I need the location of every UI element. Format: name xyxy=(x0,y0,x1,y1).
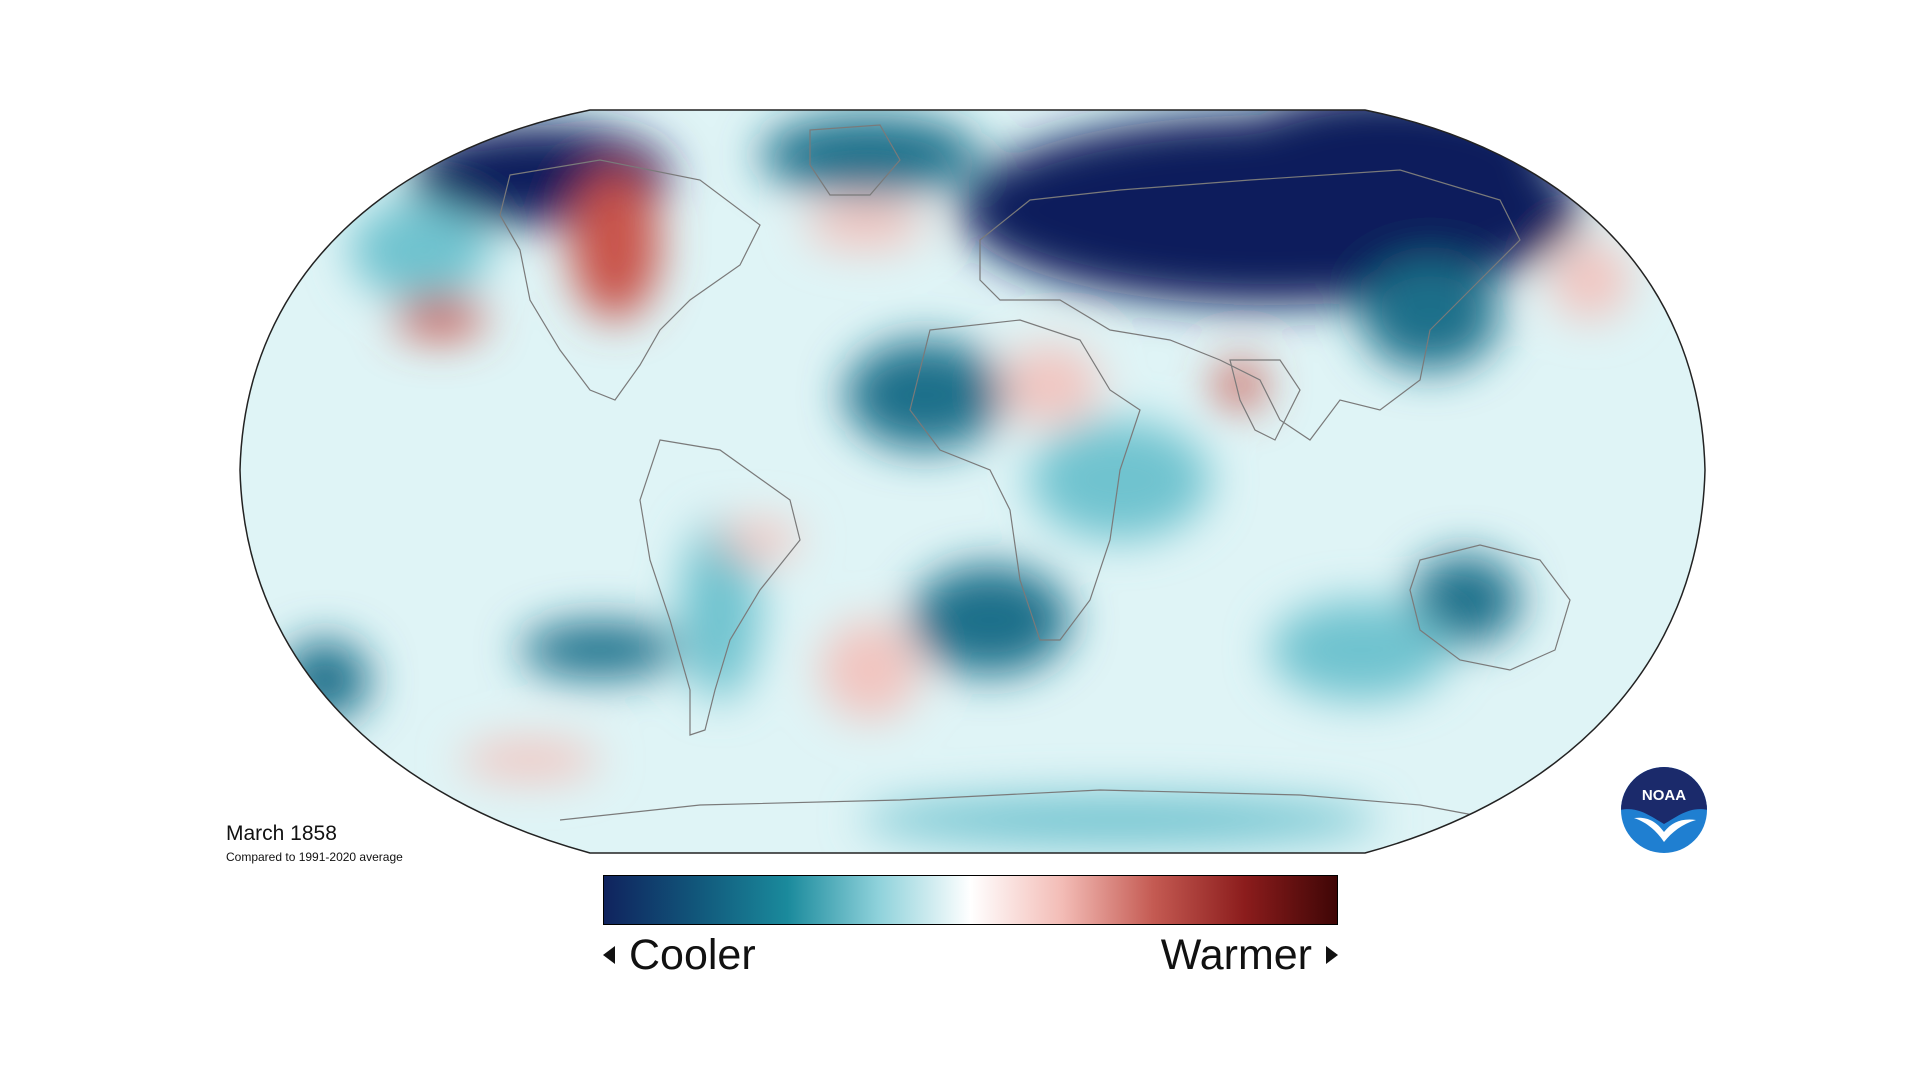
baseline-label: Compared to 1991-2020 average xyxy=(226,850,403,864)
warm-anomaly-north-pacific xyxy=(395,298,485,338)
warm-anomaly-southern-ocean xyxy=(460,740,600,780)
cold-anomaly-north-pacific xyxy=(350,200,490,300)
cold-anomaly-indian-ocean xyxy=(1270,600,1450,700)
logo-top-half xyxy=(1621,767,1707,824)
warm-anomaly-canada xyxy=(570,170,660,320)
anomaly-colorbar xyxy=(603,875,1338,925)
cold-anomaly-australia xyxy=(1410,555,1520,645)
cooler-label: Cooler xyxy=(629,931,756,979)
warmer-legend: Warmer xyxy=(1161,930,1338,980)
warmer-label: Warmer xyxy=(1160,931,1312,979)
arrow-left-icon xyxy=(603,946,615,964)
colorbar-legend: Cooler Warmer xyxy=(603,930,1338,980)
cold-anomaly-greenland-sea xyxy=(760,115,980,195)
warm-anomaly-west-pacific xyxy=(1550,240,1630,320)
australia-outline xyxy=(1409,544,1571,671)
cold-anomaly-china xyxy=(1360,260,1500,370)
africa-outline xyxy=(909,319,1141,641)
europe-asia-outline xyxy=(979,169,1521,441)
date-label: March 1858 xyxy=(226,822,337,845)
warm-anomaly-north-atlantic xyxy=(805,200,925,250)
warm-anomaly-south-atlantic xyxy=(820,620,920,720)
cooler-legend: Cooler xyxy=(603,930,756,980)
india-outline xyxy=(1229,359,1301,441)
logo-text: NOAA xyxy=(1642,787,1686,804)
north-america-outline xyxy=(499,159,761,401)
warm-anomaly-sahara xyxy=(1000,345,1100,425)
cold-anomaly-antarctica xyxy=(860,795,1380,845)
cold-anomaly-east-siberia xyxy=(1230,110,1550,210)
coastlines xyxy=(499,124,1571,821)
greenland-outline xyxy=(809,124,901,196)
cold-anomaly-south-pacific xyxy=(520,622,680,678)
cold-anomaly-south-america xyxy=(680,520,760,700)
south-america-outline xyxy=(639,439,801,736)
cold-anomaly-south-atlantic xyxy=(910,565,1070,675)
logo-bird xyxy=(1634,817,1696,842)
cold-anomaly-east-africa xyxy=(1030,420,1210,540)
warm-anomaly-amazon xyxy=(720,520,800,560)
antarctica-outline xyxy=(559,789,1501,821)
anomaly-field xyxy=(240,110,1705,853)
warm-anomaly-india xyxy=(1215,363,1265,407)
arrow-right-icon xyxy=(1326,946,1338,964)
cold-anomaly-west-africa xyxy=(845,340,1005,450)
noaa-logo-icon: NOAA xyxy=(1621,767,1707,853)
